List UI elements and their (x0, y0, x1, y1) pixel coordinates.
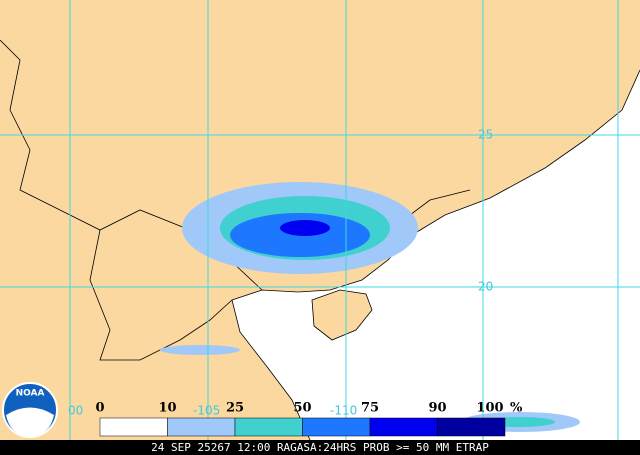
lat-label: 20 (478, 280, 493, 294)
legend-swatch (99, 417, 168, 437)
legend-unit: % (510, 401, 523, 416)
hainan (311, 289, 373, 341)
footer-text: 24 SEP 25267 12:00 RAGASA:24HRS PROB >= … (151, 441, 489, 454)
sea (232, 70, 640, 440)
legend-swatch (437, 417, 506, 437)
legend: 0 10 25 50 75 90 100 (95, 401, 506, 437)
legend-label: 75 (361, 401, 379, 416)
logo-wave (6, 407, 54, 437)
legend-label: 0 (95, 401, 104, 416)
logo-text: NOAA (16, 389, 45, 399)
precip-area (280, 220, 330, 236)
legend-swatch (234, 417, 303, 437)
legend-label: 25 (226, 401, 244, 416)
coastline (231, 69, 640, 441)
legend-swatch (369, 417, 438, 437)
legend-label: 10 (158, 401, 176, 416)
footer-bar (0, 440, 640, 455)
border (89, 229, 233, 361)
precip-area (160, 345, 240, 355)
legend-label: 90 (428, 401, 446, 416)
legend-swatch (167, 417, 236, 437)
lon-label: -105 (193, 404, 220, 418)
lat-label: 25 (478, 128, 493, 142)
legend-swatch (302, 417, 371, 437)
lon-label: -110 (330, 404, 357, 418)
graticule (0, 0, 640, 440)
legend-label: 50 (293, 401, 311, 416)
lon-label: 00 (68, 404, 83, 418)
legend-label: 100 (476, 401, 503, 416)
